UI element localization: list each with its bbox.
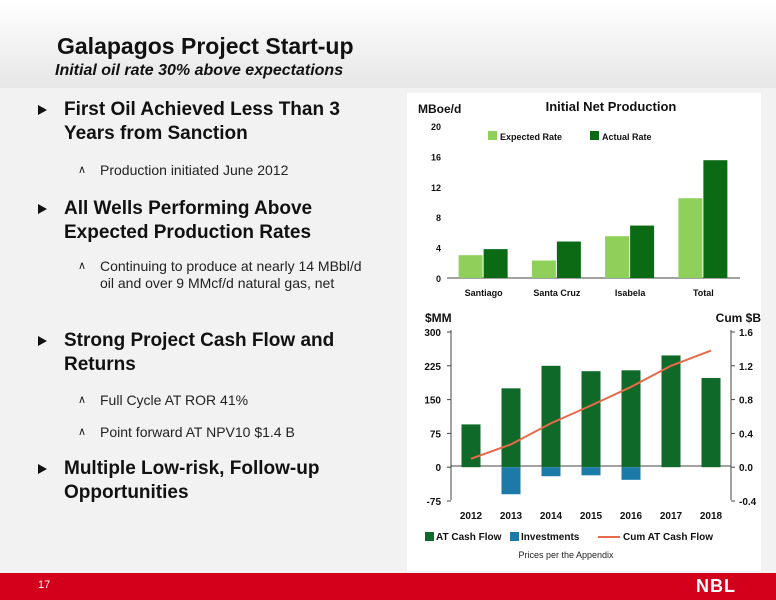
- prod-title: Initial Net Production: [546, 99, 677, 114]
- cash-ytick-label: 225: [424, 362, 441, 373]
- cash-category-label: 2015: [580, 511, 603, 522]
- bullet-text: Strong Project Cash Flow and Returns: [64, 330, 335, 375]
- sub-bullet-text: Production initiated June 2012: [100, 162, 289, 178]
- cash-ytick-label: 300: [424, 328, 441, 339]
- cash-category-label: 2012: [460, 511, 483, 522]
- prod-category-label: Isabela: [615, 288, 647, 298]
- prod-ytick-label: 16: [431, 152, 441, 162]
- sub-bullet-icon: ∧: [78, 260, 87, 272]
- legend-expected-label: Expected Rate: [500, 132, 562, 142]
- cash-y2tick-label: 1.6: [739, 328, 753, 339]
- cash-ytick-label: -75: [427, 497, 442, 508]
- cash-bar-at-cash-flow: [661, 355, 681, 468]
- legend-invest-swatch: [510, 532, 519, 541]
- prod-category-label: Total: [693, 288, 714, 298]
- sub-bullet-icon: ∧: [78, 164, 87, 176]
- prod-bar-expected: [678, 198, 703, 278]
- cash-bar-at-cash-flow: [541, 365, 561, 468]
- cash-bar-investment: [541, 467, 561, 477]
- cash-category-label: 2016: [620, 511, 643, 522]
- cash-y2label: Cum $B: [716, 311, 762, 325]
- bullet-arrow-icon: [38, 336, 47, 346]
- cash-category-label: 2014: [540, 511, 563, 522]
- prod-ytick-label: 4: [436, 244, 441, 254]
- legend-actual-swatch: [590, 131, 599, 140]
- prod-bar-expected: [605, 236, 630, 278]
- prod-ytick-label: 0: [436, 274, 441, 284]
- prod-ytick-label: 12: [431, 183, 441, 193]
- prod-bar-expected: [531, 260, 556, 278]
- page-number: 17: [38, 579, 51, 591]
- slide-title: Galapagos Project Start-up: [57, 33, 354, 59]
- legend-actual-label: Actual Rate: [602, 132, 652, 142]
- bullet-text: Multiple Low-risk, Follow-up Opportuniti…: [64, 458, 320, 503]
- cash-ytick-label: 150: [424, 396, 441, 407]
- sub-bullet-text: Continuing to produce at nearly 14 MBbl/…: [100, 258, 362, 291]
- legend-cash-label: AT Cash Flow: [436, 532, 502, 543]
- sub-bullet-icon: ∧: [78, 394, 87, 406]
- cash-bar-at-cash-flow: [461, 424, 481, 468]
- company-logo: NBL: [696, 576, 736, 596]
- bullet-text: All Wells Performing Above Expected Prod…: [64, 198, 313, 243]
- prod-bar-actual: [483, 249, 508, 278]
- prod-ylabel: MBoe/d: [418, 102, 461, 116]
- cash-bar-at-cash-flow: [701, 377, 721, 468]
- legend-cash-swatch: [425, 532, 434, 541]
- sub-bullet-text: Full Cycle AT ROR 41%: [100, 392, 249, 408]
- cash-bar-investment: [621, 467, 641, 480]
- cash-bar-investment: [501, 467, 521, 495]
- footnote: Prices per the Appendix: [518, 550, 614, 560]
- cash-y2tick-label: 0.0: [739, 463, 753, 474]
- cash-bar-investment: [581, 467, 601, 476]
- cash-bar-at-cash-flow: [501, 388, 521, 468]
- cash-y2tick-label: 0.8: [739, 396, 753, 407]
- cash-ylabel: $MM: [425, 311, 452, 325]
- chart-panel: [407, 93, 761, 571]
- cash-ytick-label: 0: [435, 463, 441, 474]
- slide-subtitle: Initial oil rate 30% above expectations: [55, 62, 344, 79]
- prod-category-label: Santa Cruz: [533, 288, 581, 298]
- cash-bar-at-cash-flow: [621, 370, 641, 468]
- sub-bullet-text: Point forward AT NPV10 $1.4 B: [100, 424, 295, 440]
- cash-y2tick-label: -0.4: [739, 497, 757, 508]
- bullet-arrow-icon: [38, 204, 47, 214]
- cash-category-label: 2018: [700, 511, 723, 522]
- sub-bullet-icon: ∧: [78, 426, 87, 438]
- prod-bar-actual: [630, 225, 655, 278]
- cash-category-label: 2017: [660, 511, 683, 522]
- prod-ytick-label: 20: [431, 122, 441, 132]
- cash-y2tick-label: 1.2: [739, 362, 753, 373]
- cash-category-label: 2013: [500, 511, 523, 522]
- prod-category-label: Santiago: [465, 288, 504, 298]
- cash-bar-at-cash-flow: [581, 371, 601, 468]
- legend-cum-label: Cum AT Cash Flow: [623, 532, 713, 543]
- title-band: Galapagos Project Start-up Initial oil r…: [0, 0, 776, 88]
- prod-bar-actual: [703, 160, 728, 278]
- bullet-arrow-icon: [38, 464, 47, 474]
- bullet-text: First Oil Achieved Less Than 3 Years fro…: [64, 99, 340, 144]
- prod-bar-expected: [458, 255, 483, 278]
- cum-cash-flow-line: [470, 349, 712, 460]
- legend-expected-swatch: [488, 131, 497, 140]
- cash-y2tick-label: 0.4: [739, 429, 753, 440]
- cash-ytick-label: 75: [430, 429, 442, 440]
- footer-bar: 17 NBL: [0, 573, 776, 600]
- prod-bar-actual: [556, 241, 581, 278]
- prod-ytick-label: 8: [436, 213, 441, 223]
- bullet-arrow-icon: [38, 105, 47, 115]
- legend-invest-label: Investments: [521, 532, 580, 543]
